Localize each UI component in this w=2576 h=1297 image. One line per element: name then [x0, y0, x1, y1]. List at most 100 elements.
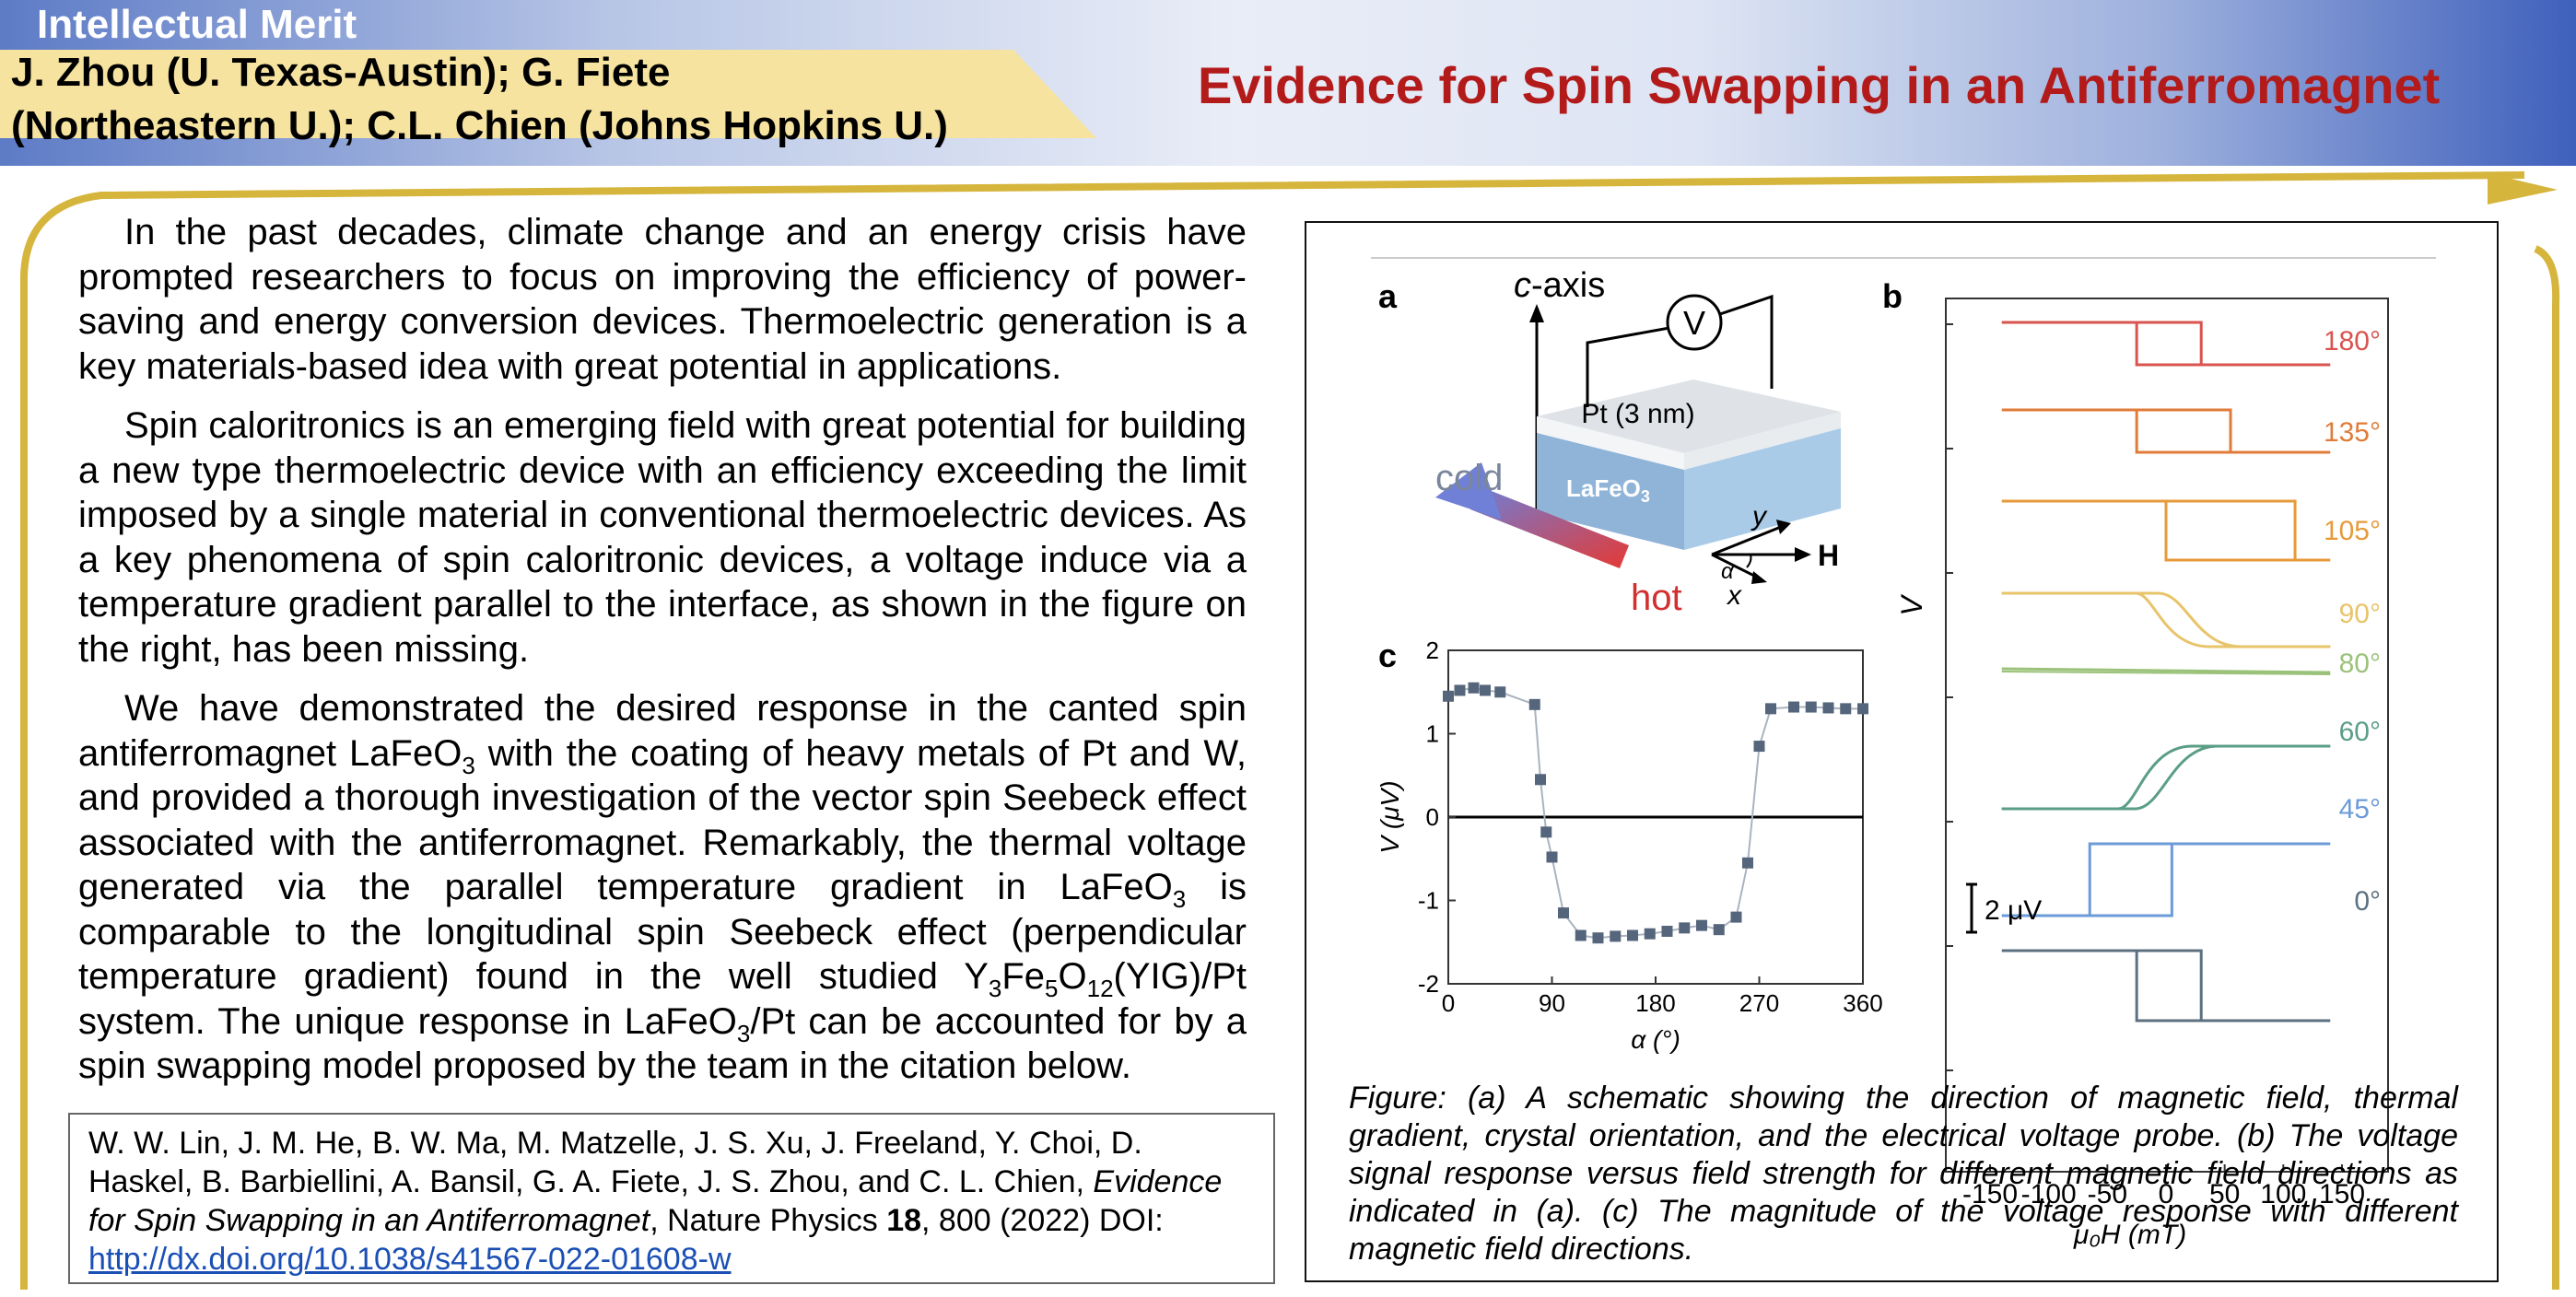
hot-label: hot: [1631, 578, 1682, 618]
voltmeter-label: V: [1683, 304, 1705, 342]
cold-label: cold: [1435, 458, 1503, 498]
panel-b-chart: 180° 135° 105° 90° 80° 60° 45° 0° -150 -100 -50 0 50…: [1895, 298, 2389, 1250]
data-point: [1679, 922, 1691, 934]
data-point: [1454, 684, 1466, 696]
pt-layer-side: [1684, 412, 1841, 470]
paragraph-3: We have demonstrated the desired respons…: [78, 688, 1247, 1086]
body-text: In the past decades, climate change and …: [78, 210, 1247, 1104]
loop-curve: [2001, 671, 2331, 675]
frame-line-left: [20, 171, 2525, 1290]
pt-label: Pt (3 nm): [1581, 399, 1694, 429]
y-tick-label: -2: [1418, 970, 1439, 998]
data-point: [1857, 703, 1868, 715]
authors-band: [0, 50, 1096, 138]
x-tick-label: 90: [1539, 989, 1565, 1017]
figure-box: a c-axis Pt (3 nm) LaFeO3 V cold hot y x…: [1305, 221, 2499, 1282]
lfo-layer-front: [1537, 433, 1684, 550]
pt-layer-top: [1537, 380, 1841, 453]
data-point: [1528, 698, 1540, 710]
citation-title: Evidence for Spin Swapping in an Antifer…: [88, 1164, 1223, 1238]
x-tick-label: -150: [1962, 1179, 2018, 1209]
x-tick-label: 180: [1635, 989, 1675, 1017]
loop-curve: [2001, 949, 2331, 1022]
lfo-label: LaFeO3: [1566, 474, 1650, 506]
x-tick-label: 0: [1442, 989, 1455, 1017]
data-point: [1443, 690, 1454, 702]
data-point: [1558, 907, 1569, 919]
y-axis-title: V: [1895, 594, 1928, 616]
thermal-gradient-arrow-head: [1435, 462, 1502, 520]
y-axis-line: [1711, 525, 1782, 556]
series-label: 60°: [2339, 717, 2381, 747]
series-line: [1447, 686, 1863, 940]
data-point: [1592, 932, 1604, 944]
data-point: [1713, 924, 1725, 936]
x-tick-label: 0: [2159, 1179, 2174, 1209]
loop-curve: [2001, 408, 2331, 454]
data-point: [1805, 701, 1817, 713]
x-tick-label: 150: [2319, 1179, 2365, 1209]
frame-line-right: [2534, 245, 2560, 1290]
authors-line-2: (Northeastern U.); C.L. Chien (Johns Hop…: [11, 103, 948, 148]
y-axis-title: V (μV): [1376, 780, 1404, 853]
loop-curve: [2001, 499, 2331, 562]
data-point: [1765, 703, 1776, 715]
data-point: [1575, 929, 1587, 941]
doi-link[interactable]: http://dx.doi.org/10.1038/s41567-022-016…: [88, 1242, 732, 1277]
h-field-arrow: [1795, 547, 1811, 562]
c-axis-label: c-axis: [1514, 266, 1605, 305]
loop-curve: [2001, 321, 2331, 367]
panel-b-label: b: [1882, 277, 1903, 315]
alpha-label: α: [1721, 559, 1735, 584]
loop-curve: [2001, 744, 2331, 811]
x-tick-label: 360: [1843, 989, 1882, 1017]
authors: J. Zhou (U. Texas-Austin); G. Fiete (Nor…: [11, 46, 948, 153]
panel-c-label: c: [1378, 637, 1397, 674]
authors-line-1: J. Zhou (U. Texas-Austin); G. Fiete: [11, 50, 671, 95]
series-label: 0°: [2354, 886, 2381, 917]
data-point: [1661, 925, 1673, 937]
data-point: [1468, 682, 1480, 694]
lfo-layer-side: [1684, 428, 1841, 550]
panel-a-label: a: [1378, 277, 1398, 315]
data-point: [1644, 928, 1656, 940]
x-tick-label: -100: [2021, 1179, 2077, 1209]
category-label: Intellectual Merit: [37, 2, 357, 47]
series-label: 90°: [2339, 599, 2381, 629]
panel-b-plot-frame: [1945, 298, 2389, 1173]
loop-curve: [2001, 667, 2331, 674]
data-point: [1480, 684, 1491, 696]
data-point: [1696, 919, 1707, 931]
h-field-label: H: [1818, 539, 1839, 572]
y-tick-label: 1: [1426, 720, 1439, 748]
thermal-gradient-arrow-body: [1470, 486, 1629, 568]
citation-authors: W. W. Lin, J. M. He, B. W. Ma, M. Matzel…: [88, 1126, 1142, 1199]
citation-box: W. W. Lin, J. M. He, B. W. Ma, M. Matzel…: [68, 1113, 1275, 1284]
citation-volume: 18: [886, 1203, 922, 1238]
x-axis-title: α (°): [1631, 1025, 1680, 1054]
x-axis-title: μ₀H (mT): [2073, 1220, 2186, 1250]
figure-caption: Figure: (a) A schematic showing the dire…: [1349, 1081, 2458, 1267]
y-tick-label: 2: [1426, 637, 1439, 664]
loop-curve: [2001, 591, 2331, 648]
alpha-arc: [1746, 554, 1752, 568]
series-label: 45°: [2339, 794, 2381, 824]
loop-curve: [2001, 744, 2331, 811]
data-point: [1494, 686, 1506, 698]
figure-graphic: a c-axis Pt (3 nm) LaFeO3 V cold hot y x…: [1371, 257, 2436, 1250]
y-tick-label: 0: [1426, 803, 1439, 831]
x-tick-label: 50: [2209, 1179, 2240, 1209]
x-axis-line: [1711, 553, 1759, 579]
data-point: [1788, 701, 1799, 713]
c-axis-arrow: [1529, 304, 1544, 322]
pt-layer-front: [1537, 416, 1684, 470]
loop-curve: [2001, 591, 2331, 648]
data-point: [1840, 703, 1852, 715]
voltmeter-icon: [1666, 294, 1723, 351]
series-label: 80°: [2339, 648, 2381, 679]
data-point: [1610, 930, 1622, 942]
series-label: 135°: [2324, 417, 2381, 448]
paragraph-2: Spin caloritronics is an emerging field …: [78, 405, 1247, 670]
voltmeter-wire-right: [1708, 294, 1774, 389]
